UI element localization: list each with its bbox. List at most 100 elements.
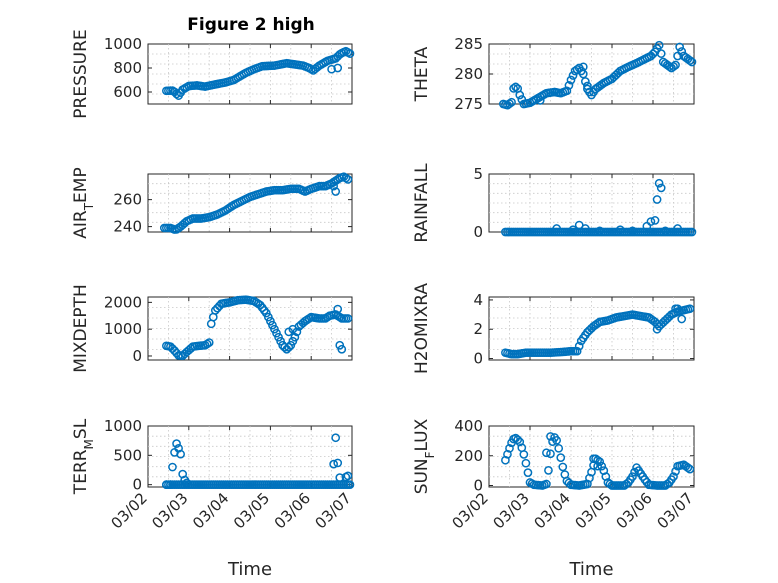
data-point	[535, 96, 545, 105]
data-point	[685, 464, 695, 474]
data-point	[562, 86, 572, 96]
data-point	[507, 97, 516, 107]
data-point	[515, 90, 525, 100]
data-point	[345, 480, 355, 490]
y-axis-label: MIXDEPTH	[71, 284, 91, 373]
data-point	[331, 433, 341, 443]
data-point	[204, 338, 214, 347]
y-tick-label: 0	[132, 347, 142, 365]
data-point	[677, 47, 687, 56]
data-point	[566, 75, 576, 85]
y-axis-label: THETA	[412, 46, 432, 102]
data-point	[515, 437, 525, 447]
data-point	[630, 467, 639, 477]
data-point	[597, 461, 607, 471]
y-tick-label: 200	[454, 447, 483, 465]
data-point	[615, 225, 625, 235]
subplot-pressure: 600 800 1000 PRESSURE	[71, 29, 355, 119]
y-tick-label: 2000	[104, 293, 142, 311]
y-tick-label: 5	[473, 165, 483, 183]
data-point	[648, 49, 658, 59]
data-point	[166, 480, 175, 490]
data-point	[568, 71, 578, 80]
data-point	[652, 324, 662, 334]
data-point	[683, 463, 693, 473]
data-point	[168, 462, 177, 472]
data-point	[671, 60, 680, 70]
y-tick-label: 0	[473, 477, 483, 495]
data-point	[542, 448, 551, 458]
data-point	[343, 175, 353, 184]
data-point	[513, 435, 523, 445]
y-tick-label: 800	[113, 59, 142, 77]
y-tick-label: 500	[113, 446, 142, 464]
data-point	[162, 480, 171, 490]
y-tick-label: 600	[113, 83, 142, 101]
data-point	[593, 455, 603, 465]
data-point	[654, 178, 664, 188]
data-point	[552, 435, 562, 445]
data-point	[337, 344, 347, 354]
data-point	[665, 62, 674, 71]
data-point	[673, 304, 682, 314]
data-point	[564, 81, 574, 90]
data-point	[546, 432, 555, 441]
y-tick-label: 0	[473, 223, 483, 241]
data-point	[343, 471, 353, 481]
y-tick-label: 240	[113, 218, 142, 236]
data-point	[521, 458, 531, 468]
data-point	[654, 40, 664, 50]
data-point	[552, 224, 562, 233]
data-point	[652, 195, 662, 204]
data-point	[656, 183, 666, 193]
figure-title: Figure 2 high	[187, 15, 315, 35]
data-point	[542, 479, 551, 489]
subplot-air-temp: 240 260 AIRTEMP	[71, 167, 353, 239]
data-point	[593, 461, 603, 471]
data-point	[568, 225, 578, 235]
data-point	[335, 473, 345, 482]
data-point	[176, 449, 185, 459]
y-tick-label: 4	[473, 291, 483, 309]
data-point	[578, 62, 588, 72]
data-point	[519, 450, 529, 459]
y-tick-label: 400	[454, 417, 483, 435]
data-point	[669, 472, 678, 481]
y-axis-label: AIRTEMP	[71, 167, 96, 238]
x-axis-label: Time	[227, 559, 272, 580]
data-point	[327, 64, 336, 74]
data-point	[581, 77, 590, 86]
y-tick-label: 1000	[104, 35, 142, 53]
data-point	[511, 82, 521, 92]
subplot-theta: 275 280 285 THETA	[412, 35, 697, 113]
data-point	[677, 314, 687, 324]
data-point	[581, 224, 590, 233]
data-point	[660, 226, 670, 236]
y-tick-label: 1000	[104, 417, 142, 435]
data-point	[583, 81, 592, 91]
data-point	[505, 443, 514, 453]
y-tick-label: 0	[473, 350, 483, 368]
y-axis-label: TERRMSL	[71, 418, 96, 495]
x-axis-label: Time	[568, 559, 613, 580]
data-point	[288, 324, 298, 334]
data-point	[628, 472, 637, 481]
data-point	[172, 89, 181, 99]
data-point	[556, 453, 566, 462]
y-tick-label: 0	[132, 476, 142, 494]
data-point	[687, 57, 697, 67]
data-point	[558, 462, 568, 472]
data-point	[656, 49, 666, 58]
data-point	[685, 56, 695, 65]
data-point	[671, 467, 680, 476]
subplot-mixdepth: 0 1000 2000 MIXDEPTH	[71, 284, 353, 373]
y-tick-label: 285	[454, 35, 483, 53]
y-tick-label: 1000	[104, 320, 142, 338]
data-point	[333, 458, 343, 468]
data-point	[333, 304, 343, 314]
subplot-h2omixra: 0 2 4 H2OMIXRA	[412, 283, 695, 374]
data-point	[574, 341, 584, 351]
data-point	[628, 226, 637, 236]
data-point	[505, 99, 514, 109]
